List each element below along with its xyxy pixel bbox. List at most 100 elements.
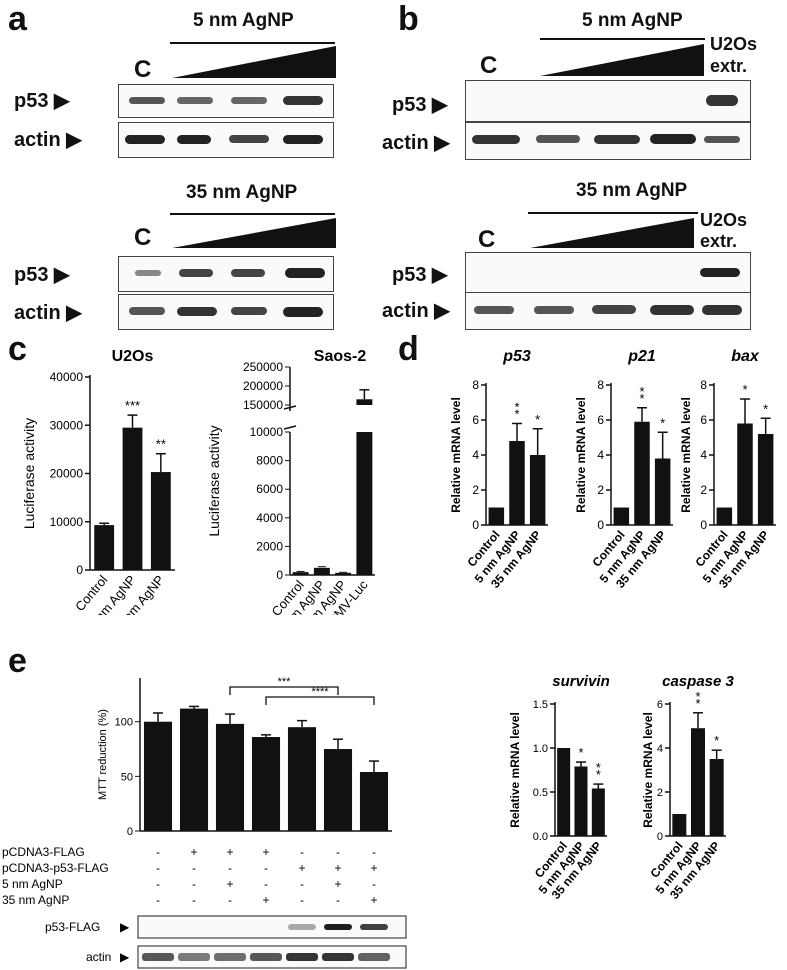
a-top-line xyxy=(170,42,335,44)
y-tick-label: 250000 xyxy=(243,360,283,374)
a-top-title: 5 nm AgNP xyxy=(193,10,294,31)
blot-band xyxy=(283,96,323,105)
a-bottom-p53-blot xyxy=(118,256,334,292)
bar xyxy=(122,427,143,570)
blot-band xyxy=(178,953,210,961)
condition-cell: - xyxy=(156,893,160,907)
y-axis-label: Relative mRNA level xyxy=(449,397,463,513)
b-top-extr-label: extr. xyxy=(710,56,748,76)
bar xyxy=(691,728,705,836)
a-bottom-actin-blot xyxy=(118,294,334,330)
arrow-icon: ▶ xyxy=(120,920,130,934)
condition-cell: - xyxy=(192,893,196,907)
blot-band xyxy=(177,307,217,316)
b-bottom-p53-blot xyxy=(465,252,751,294)
bar xyxy=(287,727,317,831)
y-tick-label: 1.0 xyxy=(533,743,548,755)
condition-cell: + xyxy=(226,845,233,859)
y-tick-label: 0 xyxy=(597,518,604,532)
condition-cell: - xyxy=(300,845,304,859)
significance-bracket xyxy=(229,686,339,695)
condition-cell: - xyxy=(228,893,232,907)
significance-label: ** xyxy=(156,437,166,452)
bar xyxy=(654,458,671,525)
condition-cell: + xyxy=(370,861,377,875)
bar xyxy=(509,441,525,525)
b-top-concentration-wedge xyxy=(540,44,704,76)
y-tick-label: 1.5 xyxy=(533,699,548,711)
chart-c-saos: Saos-2 0 2000 4000 6000 8000 10000 150000 200000… xyxy=(206,348,375,615)
condition-cell: - xyxy=(372,845,376,859)
blot-band xyxy=(250,953,282,961)
y-tick-label: 6000 xyxy=(256,482,283,496)
significance-label: *** xyxy=(125,398,140,413)
condition-row-label: 5 nm AgNP xyxy=(2,877,63,891)
blot-band xyxy=(360,924,388,930)
b-top-title: 5 nm AgNP xyxy=(582,10,683,31)
blot-band xyxy=(283,135,323,144)
a-bottom-concentration-wedge xyxy=(172,218,336,248)
b-bottom-actin-label: actin ▶ xyxy=(382,300,450,322)
blot-band xyxy=(704,136,740,143)
y-tick-label: 150000 xyxy=(243,398,283,412)
a-bottom-actin-label: actin ▶ xyxy=(14,302,82,324)
blot-band xyxy=(700,268,740,277)
y-tick-label: 10000 xyxy=(250,425,284,439)
bar xyxy=(591,788,605,836)
bar xyxy=(529,455,546,525)
significance-star: * xyxy=(535,412,540,427)
significance-star: * xyxy=(639,384,644,399)
a-top-actin-label: actin ▶ xyxy=(14,129,82,151)
condition-cell: - xyxy=(264,861,268,875)
significance-star: * xyxy=(695,696,700,711)
blot-band xyxy=(358,953,390,961)
condition-cell: - xyxy=(336,845,340,859)
panel-label-b: b xyxy=(398,0,419,38)
significance-star: * xyxy=(596,760,601,775)
bar xyxy=(150,472,171,570)
blot-band xyxy=(702,305,742,315)
b-top-u2os-label: U2Os xyxy=(710,34,758,54)
bar xyxy=(292,572,309,575)
condition-row-label: pCDNA3-FLAG xyxy=(2,845,85,859)
bar xyxy=(94,525,115,570)
y-tick-label: 8 xyxy=(597,378,604,392)
y-axis-label: Luciferase activity xyxy=(206,425,222,536)
y-axis-label: Luciferase activity xyxy=(21,418,37,529)
significance-star: * xyxy=(514,407,519,422)
blot-band xyxy=(650,134,696,144)
y-tick-label: 10000 xyxy=(50,515,84,529)
panel-label-c: c xyxy=(8,330,27,368)
y-tick-label: 4000 xyxy=(256,511,283,525)
y-tick-label: 0 xyxy=(657,831,663,843)
blot-band xyxy=(142,953,174,961)
bar xyxy=(634,421,650,525)
bar xyxy=(613,507,630,525)
y-tick-label: 2 xyxy=(657,787,663,799)
bar xyxy=(716,507,733,525)
blot-band xyxy=(322,953,354,961)
blot-band xyxy=(135,270,161,276)
condition-cell: + xyxy=(262,845,269,859)
condition-row-label: 35 nm AgNP xyxy=(2,893,69,907)
significance-star: * xyxy=(596,767,601,782)
blot-band xyxy=(286,953,318,961)
blot-band xyxy=(288,924,316,930)
blot-band xyxy=(594,135,640,144)
y-axis-label: Relative mRNA level xyxy=(641,712,655,828)
b-top-line xyxy=(540,38,705,40)
b-bottom-actin-blot xyxy=(465,292,751,330)
condition-cell: - xyxy=(192,877,196,891)
y-tick-label: 8000 xyxy=(256,454,283,468)
blot-band xyxy=(179,269,213,277)
blot-band xyxy=(229,135,269,143)
y-tick-label: 50 xyxy=(121,771,133,783)
bar xyxy=(179,708,209,831)
b-bottom-title: 35 nm AgNP xyxy=(576,180,688,201)
significance-star: * xyxy=(695,689,700,704)
b-bottom-p53-label: p53 ▶ xyxy=(392,264,448,286)
y-tick-label: 4 xyxy=(700,448,707,462)
